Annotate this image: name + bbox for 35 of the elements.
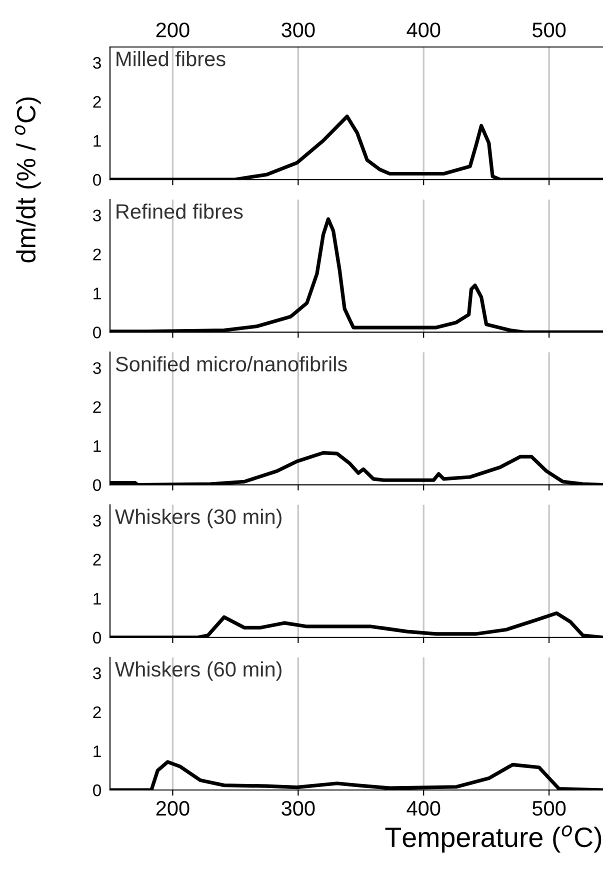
x2-tick-label: 400 bbox=[406, 22, 440, 38]
y-tick-label: 2 bbox=[93, 248, 101, 260]
y-tick-label: 0 bbox=[93, 326, 102, 338]
y-tick-label: 1 bbox=[94, 288, 101, 300]
chart-title: Milled fibres bbox=[116, 50, 226, 66]
x-axis-title: Temperature ($^{o}$C) bbox=[385, 825, 602, 853]
y-tick-label: 2 bbox=[93, 401, 101, 413]
chart-title: Sonified micro/nanofibrils bbox=[116, 356, 347, 372]
x-tick-label: 300 bbox=[282, 800, 315, 816]
y-tick-label: 1 bbox=[94, 440, 101, 452]
y-tick-label: 0 bbox=[93, 479, 102, 492]
y-axis-title: dm/dt (% / $^{o}$C) bbox=[14, 97, 41, 262]
y-tick-label: 1 bbox=[94, 135, 101, 147]
x2-tick-label: 500 bbox=[532, 22, 566, 38]
chart-title: Refined fibres bbox=[116, 204, 243, 219]
chart-title: Whiskers (60 min) bbox=[115, 661, 282, 681]
y-tick-label: 3 bbox=[93, 210, 101, 222]
y-tick-label: 3 bbox=[93, 514, 101, 527]
chart-title: Whiskers (30 min) bbox=[115, 508, 282, 528]
y-tick-label: 0 bbox=[93, 632, 102, 644]
y-tick-label: 2 bbox=[93, 554, 101, 566]
y-tick-label: 0 bbox=[93, 784, 102, 796]
y-tick-label: 3 bbox=[93, 667, 101, 680]
y-tick-label: 2 bbox=[93, 96, 101, 108]
y-tick-label: 3 bbox=[93, 362, 101, 374]
y-tick-label: 3 bbox=[93, 57, 101, 69]
x2-tick-label: 300 bbox=[282, 22, 315, 38]
x-tick-label: 500 bbox=[532, 800, 566, 816]
y-tick-label: 2 bbox=[93, 706, 101, 718]
y-tick-label: 1 bbox=[94, 746, 101, 758]
x-tick-label: 200 bbox=[156, 800, 190, 816]
x2-tick-label: 200 bbox=[156, 22, 190, 38]
y-tick-label: 0 bbox=[93, 174, 102, 186]
y-tick-label: 1 bbox=[94, 592, 101, 604]
x-tick-label: 400 bbox=[406, 800, 440, 816]
